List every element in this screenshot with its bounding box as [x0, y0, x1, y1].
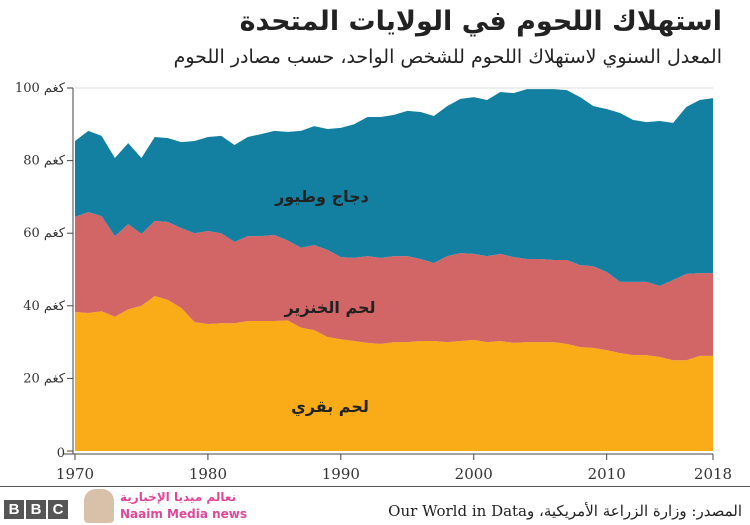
- x-tick-label: 1980: [189, 465, 227, 483]
- x-tick-label: 2000: [455, 465, 493, 483]
- series-label: لحم الخنزير: [283, 298, 375, 317]
- watermark-english: Naaim Media news: [120, 507, 248, 521]
- footer-divider: [0, 486, 750, 487]
- area-series-0: [75, 295, 713, 451]
- chart-subtitle: المعدل السنوي لاستهلاك اللحوم للشخص الوا…: [173, 46, 722, 68]
- y-tick-label: 60 كغم: [23, 226, 66, 241]
- y-tick-label: 20 كغم: [23, 371, 66, 386]
- y-tick-label: 100 كغم: [15, 81, 66, 96]
- stacked-area-chart: لحم بقري لحم الخنزير دجاج وطيور 0 20 كغم 40 ك…: [15, 81, 732, 483]
- x-tick-label: 2018: [694, 465, 732, 483]
- x-tick-label: 2010: [588, 465, 626, 483]
- watermark-avatar: [84, 489, 114, 523]
- watermark: نعالم ميديا الإخبارية Naaim Media news: [120, 489, 247, 523]
- area-series-1: [75, 212, 713, 361]
- source-text: المصدر: وزارة الزراعة الأمريكية، وOur Wo…: [388, 502, 742, 520]
- logo-letter: B: [4, 500, 24, 519]
- series-label: لحم بقري: [291, 397, 369, 417]
- logo-letter: B: [26, 500, 46, 519]
- area-series-2: [75, 89, 713, 286]
- chart-title: استهلاك اللحوم في الولايات المتحدة: [239, 6, 722, 37]
- y-tick-label: 40 كغم: [23, 299, 66, 314]
- series-label: دجاج وطيور: [274, 187, 369, 206]
- logo-letter: C: [48, 500, 68, 519]
- bbc-logo: B B C: [4, 500, 68, 519]
- y-tick-label: 80 كغم: [23, 154, 66, 169]
- y-tick-label: 0: [57, 446, 65, 461]
- watermark-arabic: نعالم ميديا الإخبارية: [120, 490, 237, 504]
- x-tick-label: 1970: [56, 465, 94, 483]
- x-tick-label: 1990: [322, 465, 360, 483]
